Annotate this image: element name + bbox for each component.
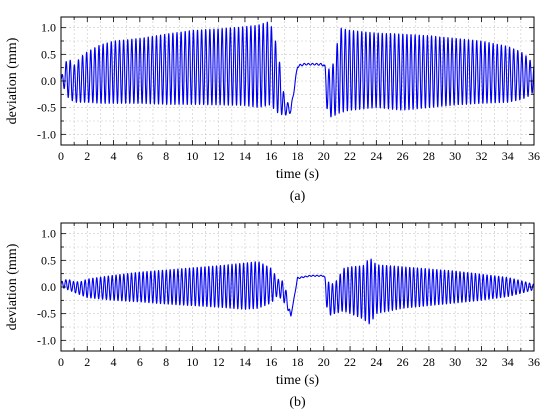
chart-panel-b: 0 2 4 6 8 10 12 14 16 18 20 22 24 26 28 30 32 34 36 -1.0-0… — [5, 222, 540, 410]
y-tick-label: 0.0 — [41, 280, 56, 294]
x-tick-label: 26 — [397, 149, 409, 163]
x-tick-labels-a: 0 2 4 6 8 10 12 14 16 18 20 22 24 26 28 30 32 34 36 — [58, 149, 540, 163]
y-tick-label: -0.5 — [37, 101, 56, 115]
y-tick-label: -0.5 — [37, 307, 56, 321]
x-tick-label: 12 — [213, 355, 225, 369]
y-axis-label-a: deviation (mm) — [5, 37, 20, 124]
x-axis-label-a: time (s) — [276, 167, 319, 182]
x-tick-label: 8 — [163, 149, 169, 163]
x-tick-label: 22 — [344, 355, 356, 369]
x-tick-label: 24 — [370, 355, 382, 369]
x-tick-label: 20 — [318, 355, 330, 369]
x-tick-label: 14 — [239, 149, 251, 163]
x-tick-label: 10 — [186, 149, 198, 163]
x-tick-label: 30 — [449, 355, 461, 369]
x-tick-label: 28 — [423, 355, 435, 369]
x-tick-label: 16 — [265, 355, 277, 369]
x-tick-label: 14 — [239, 355, 251, 369]
y-axis-label-b: deviation (mm) — [5, 243, 20, 330]
x-tick-label: 10 — [186, 355, 198, 369]
x-tick-label: 34 — [502, 355, 514, 369]
x-tick-label: 2 — [84, 355, 90, 369]
x-tick-label: 6 — [137, 355, 143, 369]
x-tick-label: 8 — [163, 355, 169, 369]
y-tick-label: 0.5 — [41, 253, 56, 267]
y-tick-label: 1.0 — [41, 227, 56, 241]
y-tick-labels-a: -1.0 -0.5 0.0 0.5 1.0 — [37, 21, 56, 142]
y-tick-label: 0.5 — [41, 47, 56, 61]
x-tick-label: 22 — [344, 149, 356, 163]
x-tick-label: 0 — [58, 149, 64, 163]
x-tick-label: 32 — [475, 355, 487, 369]
x-tick-label: 30 — [449, 149, 461, 163]
x-tick-label: 0 — [58, 355, 64, 369]
x-tick-label: 34 — [502, 149, 514, 163]
x-tick-labels-b: 0 2 4 6 8 10 12 14 16 18 20 22 24 26 28 30 32 34 36 — [58, 355, 540, 369]
x-tick-label: 6 — [137, 149, 143, 163]
y-tick-label: 1.0 — [41, 21, 56, 35]
x-tick-label: 24 — [370, 149, 382, 163]
y-tick-labels-b: -1.0 -0.5 0.0 0.5 1.0 — [37, 227, 56, 348]
ticks-b — [60, 223, 535, 351]
ticks-a — [60, 17, 535, 145]
panel-label-a: (a) — [290, 189, 306, 204]
x-tick-label: 18 — [292, 355, 304, 369]
x-tick-label: 4 — [111, 355, 117, 369]
y-tick-label: -1.0 — [37, 127, 56, 141]
x-tick-label: 12 — [213, 149, 225, 163]
series-b — [60, 258, 535, 325]
series-line — [60, 258, 535, 325]
y-tick-label: -1.0 — [37, 333, 56, 347]
y-tick-label: 0.0 — [41, 74, 56, 88]
series-line — [60, 21, 535, 118]
x-tick-label: 2 — [84, 149, 90, 163]
series-a — [60, 21, 535, 118]
x-axis-label-b: time (s) — [276, 373, 319, 388]
panel-label-b: (b) — [289, 395, 306, 410]
x-tick-label: 26 — [397, 355, 409, 369]
x-tick-label: 16 — [265, 149, 277, 163]
x-tick-label: 36 — [528, 149, 540, 163]
x-tick-label: 4 — [111, 149, 117, 163]
x-tick-label: 20 — [318, 149, 330, 163]
x-tick-label: 32 — [475, 149, 487, 163]
x-tick-label: 28 — [423, 149, 435, 163]
x-tick-label: 36 — [528, 355, 540, 369]
x-tick-label: 18 — [292, 149, 304, 163]
chart-panel-a: 0 2 4 6 8 10 12 14 16 18 20 22 24 26 28 30 32 34 36 -1.0-0… — [5, 16, 540, 204]
